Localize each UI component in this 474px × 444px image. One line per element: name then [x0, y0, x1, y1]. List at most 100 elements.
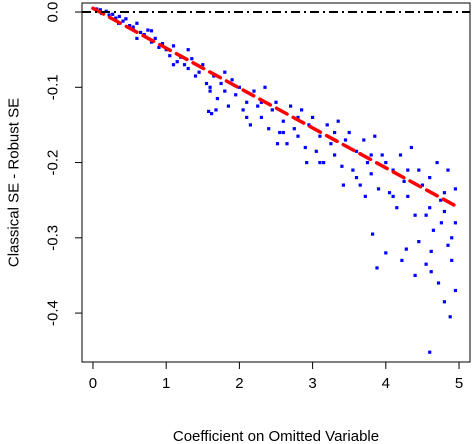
data-point — [439, 198, 443, 202]
data-point — [234, 93, 238, 97]
data-point — [190, 57, 194, 61]
data-point — [439, 221, 443, 225]
data-point — [442, 300, 446, 304]
data-point — [278, 130, 282, 135]
data-point — [314, 149, 318, 153]
data-point — [223, 70, 227, 74]
data-point — [436, 281, 441, 285]
data-point — [380, 153, 384, 157]
data-point — [208, 85, 212, 89]
y-tick-label: -0.2 — [45, 150, 62, 176]
data-point — [400, 258, 404, 262]
data-point — [193, 74, 198, 78]
y-tick-label: -0.4 — [45, 300, 62, 326]
data-point — [384, 161, 388, 165]
data-point — [347, 130, 351, 135]
data-point — [409, 145, 413, 150]
data-point — [171, 63, 176, 67]
data-point — [252, 89, 256, 93]
data-point — [292, 127, 296, 131]
data-point — [413, 273, 417, 277]
data-point — [245, 100, 249, 104]
data-point — [340, 164, 344, 168]
y-axis: 0.0 -0.1 -0.2 -0.3 -0.4 — [45, 2, 82, 326]
data-point — [404, 247, 408, 251]
data-point — [281, 119, 285, 123]
data-point — [186, 48, 190, 52]
data-point — [124, 17, 128, 21]
data-point — [237, 85, 241, 89]
x-tick-label: 0 — [89, 375, 97, 392]
x-axis: 0 1 2 3 4 5 — [89, 362, 463, 392]
data-point — [146, 28, 150, 32]
data-point — [406, 168, 410, 172]
x-tick-label: 3 — [308, 375, 316, 392]
data-point — [446, 168, 450, 172]
data-point — [201, 63, 205, 67]
data-point — [428, 176, 432, 180]
data-point — [296, 115, 300, 119]
data-point — [215, 97, 219, 101]
data-point — [270, 108, 274, 112]
data-point — [322, 161, 326, 165]
data-point — [391, 194, 395, 198]
data-point — [149, 29, 154, 33]
data-point — [373, 134, 377, 138]
y-tick-label: 0.0 — [45, 2, 62, 23]
data-point — [333, 153, 337, 157]
data-point — [336, 119, 340, 123]
data-point — [204, 81, 209, 86]
data-point — [369, 172, 373, 176]
x-axis-label: Coefficient on Omitted Variable — [173, 428, 379, 444]
fit-line — [91, 6, 461, 210]
data-point — [442, 191, 446, 195]
data-point — [376, 187, 381, 191]
data-point — [139, 30, 143, 34]
data-point — [413, 213, 417, 217]
data-point — [207, 109, 211, 113]
x-tick-label: 1 — [162, 375, 170, 392]
data-point — [182, 63, 187, 67]
data-point — [107, 13, 111, 17]
data-point — [369, 153, 373, 157]
data-point — [371, 232, 375, 236]
data-point — [241, 108, 245, 112]
data-point — [395, 206, 399, 210]
data-point — [121, 19, 125, 23]
data-point — [289, 104, 293, 108]
plot-frame — [81, 2, 471, 363]
data-point — [351, 168, 355, 172]
data-point — [281, 130, 285, 135]
data-point — [285, 142, 289, 146]
data-point — [318, 161, 322, 165]
data-point — [429, 249, 433, 253]
data-point — [267, 127, 271, 131]
data-point — [160, 42, 165, 46]
data-point — [263, 85, 267, 89]
data-point — [442, 209, 446, 214]
data-point — [343, 138, 348, 142]
data-point — [135, 21, 139, 25]
data-point — [402, 179, 406, 183]
y-axis-label: Classical SE - Robust SE — [6, 98, 23, 267]
data-point — [226, 104, 230, 108]
data-point — [275, 142, 280, 146]
data-point — [417, 240, 421, 244]
data-point — [208, 89, 212, 93]
data-point — [157, 45, 161, 49]
data-point — [363, 194, 367, 198]
data-point — [450, 258, 454, 262]
data-point — [248, 123, 252, 127]
data-point — [406, 194, 410, 198]
data-point — [450, 236, 454, 240]
data-point — [303, 145, 307, 150]
data-point — [446, 243, 450, 247]
data-point — [398, 153, 403, 157]
data-point — [384, 251, 388, 255]
data-point — [431, 228, 435, 232]
data-point — [365, 161, 370, 165]
data-point — [171, 44, 176, 48]
data-point — [111, 12, 115, 16]
data-point — [210, 112, 214, 116]
data-point — [453, 221, 457, 225]
